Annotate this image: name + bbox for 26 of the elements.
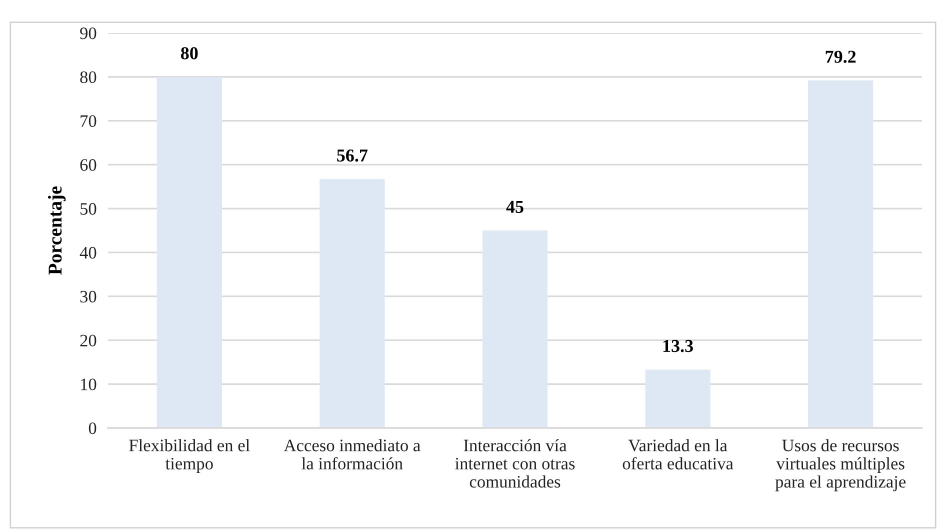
data-label: 56.7 xyxy=(337,149,368,162)
bar xyxy=(808,80,874,428)
y-tick-label: 0 xyxy=(88,422,96,434)
data-label: 13.3 xyxy=(663,340,693,352)
data-label: 80 xyxy=(180,47,198,60)
data-label: 45 xyxy=(506,200,524,213)
y-axis-title: Porcentaje xyxy=(48,186,66,275)
y-tick-label: 20 xyxy=(80,334,96,346)
y-tick-label: 70 xyxy=(80,115,96,127)
x-tick-label: Acceso inmediato a la información xyxy=(284,439,420,470)
y-tick-label: 50 xyxy=(80,203,96,215)
bar xyxy=(320,179,385,428)
x-tick-label: Flexibilidad en el tiempo xyxy=(129,439,250,474)
y-tick-label: 90 xyxy=(80,27,96,40)
bar xyxy=(645,370,710,428)
x-tick-label: Interacción vía internet con otras comunidades xyxy=(455,439,575,488)
x-tick-label: Usos de recursos virtuales múltiples para el aprendizaje xyxy=(775,439,906,492)
bar xyxy=(482,230,548,428)
y-tick-label: 30 xyxy=(80,290,96,303)
y-tick-label: 60 xyxy=(80,159,96,171)
bar xyxy=(156,76,222,428)
y-tick-label: 80 xyxy=(80,71,96,84)
x-tick-label: Variedad en la oferta educativa xyxy=(622,439,734,470)
y-tick-label: 40 xyxy=(80,246,96,259)
y-tick-label: 10 xyxy=(81,378,96,390)
data-label: 79.2 xyxy=(826,50,856,63)
